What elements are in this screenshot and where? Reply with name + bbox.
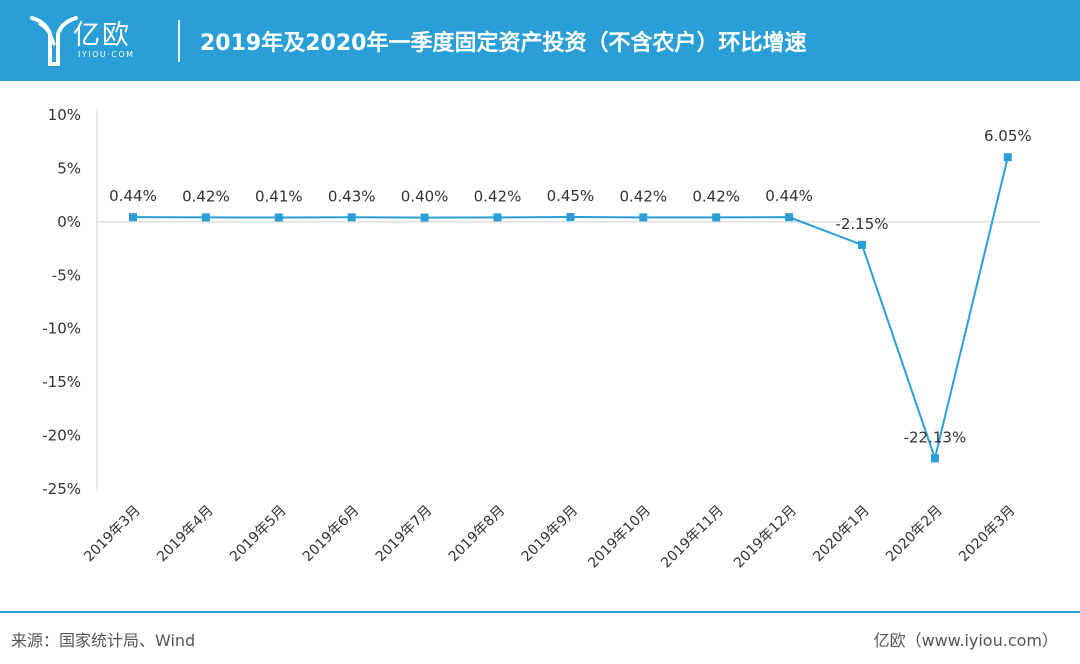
data-label: 0.44% xyxy=(765,187,813,205)
data-point-marker xyxy=(712,213,721,222)
data-label: 0.41% xyxy=(255,187,303,205)
data-point-marker xyxy=(420,213,429,222)
x-tick-label: 2020年3月 xyxy=(956,503,1019,566)
footer-brand: 亿欧（www.iyiou.com） xyxy=(873,631,1058,650)
x-tick-label: 2019年12月 xyxy=(731,503,800,572)
data-point-marker xyxy=(1003,153,1012,162)
data-label: 0.45% xyxy=(547,187,595,205)
header-divider xyxy=(178,20,180,62)
data-label: -2.15% xyxy=(835,215,888,233)
data-point-marker xyxy=(858,240,866,249)
x-tick-label: 2019年9月 xyxy=(519,503,582,566)
data-label: 0.44% xyxy=(109,187,157,205)
line-chart: 10% 5% 0% -5% -10% -15% -20% -25% 0.44% 0.42% 0.4… xyxy=(42,106,1040,572)
y-tick-label: -25% xyxy=(42,480,81,498)
data-point-marker xyxy=(347,213,356,222)
y-tick-label: 0% xyxy=(57,213,81,231)
data-point-marker xyxy=(566,213,575,222)
data-label: 0.43% xyxy=(328,187,376,205)
data-point-marker xyxy=(274,213,283,222)
x-tick-label: 2019年10月 xyxy=(585,503,654,572)
x-tick-label: 2020年1月 xyxy=(810,503,873,566)
data-label: 0.42% xyxy=(692,187,740,205)
x-tick-label: 2020年2月 xyxy=(883,503,946,566)
data-point-marker xyxy=(201,213,210,222)
x-tick-label: 2019年6月 xyxy=(300,503,363,566)
y-tick-label: -10% xyxy=(42,320,81,338)
x-tick-label: 2019年8月 xyxy=(446,503,509,566)
data-point-marker xyxy=(785,213,794,222)
y-tick-label: -20% xyxy=(42,427,81,445)
logo-brand-text: 亿欧 xyxy=(73,20,131,51)
yiou-logo-icon xyxy=(30,16,78,66)
data-label: 0.40% xyxy=(401,188,449,206)
data-label: 0.42% xyxy=(182,187,230,205)
source-note: 来源：国家统计局、Wind xyxy=(11,631,196,650)
y-tick-label: -5% xyxy=(52,266,81,284)
footer-divider xyxy=(0,611,1080,613)
data-point-marker xyxy=(930,454,939,463)
x-tick-label: 2019年5月 xyxy=(227,503,290,566)
data-point-marker xyxy=(639,213,648,222)
x-tick-label: 2019年3月 xyxy=(81,503,144,566)
header-bar: 亿欧 IYIOU·COM 2019年及2020年一季度固定资产投资（不含农户）环… xyxy=(0,0,1080,81)
y-tick-label: 5% xyxy=(57,159,81,177)
data-label: 0.42% xyxy=(619,187,667,205)
data-label: 6.05% xyxy=(984,127,1032,145)
data-point-marker xyxy=(129,213,137,222)
y-tick-label: 10% xyxy=(48,106,81,124)
x-tick-label: 2019年4月 xyxy=(154,503,217,566)
page-title: 2019年及2020年一季度固定资产投资（不含农户）环比增速 xyxy=(200,31,807,56)
x-tick-label: 2019年11月 xyxy=(658,503,727,572)
data-label: -22.13% xyxy=(904,428,967,446)
data-point-marker xyxy=(493,213,502,222)
logo-brand-subtext: IYIOU·COM xyxy=(78,50,135,59)
x-tick-label: 2019年7月 xyxy=(373,503,436,566)
data-label: 0.42% xyxy=(474,187,522,205)
y-tick-label: -15% xyxy=(42,373,81,391)
